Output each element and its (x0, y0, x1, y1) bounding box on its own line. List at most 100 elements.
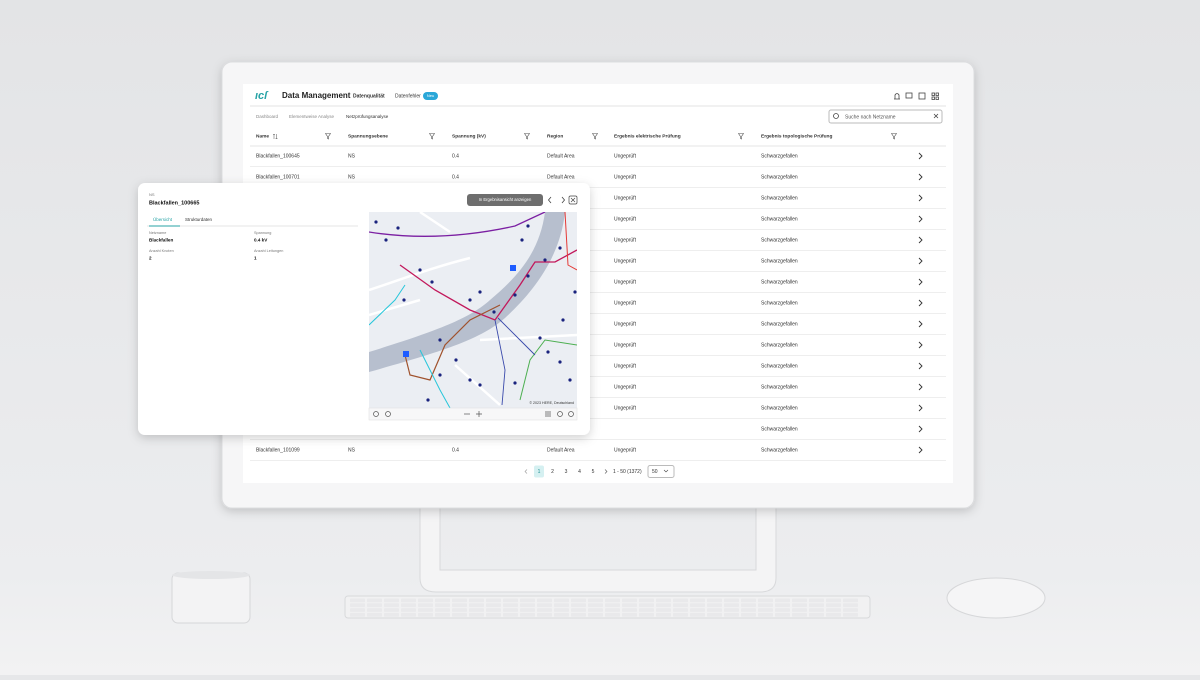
key (486, 612, 501, 617)
cell-topo: Schwarzgefallen (761, 174, 798, 180)
row-chevron[interactable] (918, 425, 923, 433)
cell-name: Blackfallen_101099 (256, 447, 300, 453)
filter-icon[interactable] (324, 133, 332, 140)
column-header[interactable]: Ergebnis topologische Prüfung (761, 133, 832, 139)
line (369, 284, 451, 408)
row-chevron[interactable] (918, 194, 923, 202)
key (758, 612, 773, 617)
row-chevron[interactable] (918, 152, 923, 160)
cell-elec: Ungeprüft (614, 405, 637, 411)
map-node (438, 373, 442, 377)
breadcrumb[interactable]: Netzprüfungsanalyse (346, 114, 389, 119)
fullscreen[interactable] (568, 411, 574, 417)
locate[interactable] (373, 411, 379, 417)
key (350, 598, 365, 603)
line (369, 212, 546, 237)
cell-elec: Ungeprüft (614, 279, 637, 285)
key (622, 612, 637, 617)
row-chevron[interactable] (918, 278, 923, 286)
doc-icon[interactable] (918, 92, 926, 100)
cell-elec: Ungeprüft (614, 363, 637, 369)
river (369, 212, 565, 372)
search-box[interactable] (828, 109, 943, 124)
row-chevron[interactable] (918, 215, 923, 223)
zoom-in[interactable] (476, 411, 482, 417)
column-header[interactable]: Spannung (kV) (452, 133, 486, 139)
breadcrumb[interactable]: Elementweise Analyse (289, 114, 335, 119)
mouse (946, 577, 1046, 619)
cell-level: NS (348, 447, 356, 453)
row-chevron[interactable] (918, 404, 923, 412)
prev-next[interactable] (547, 196, 566, 204)
field-value: 1 (254, 256, 257, 261)
target[interactable] (385, 411, 391, 417)
nav-item[interactable]: Datenfehler (395, 93, 421, 99)
sort-icon[interactable] (272, 133, 278, 140)
settings[interactable] (557, 411, 563, 417)
row-chevron[interactable] (918, 341, 923, 349)
column-header[interactable]: Ergebnis elektrische Prüfung (614, 133, 681, 139)
filter-icon[interactable] (737, 133, 745, 140)
mail-icon[interactable] (905, 92, 913, 99)
station (403, 351, 409, 357)
row-chevron[interactable] (918, 320, 923, 328)
key (469, 612, 484, 617)
key (367, 612, 382, 617)
app-title: Data Management (282, 91, 351, 100)
filter-icon[interactable] (428, 133, 436, 140)
row-chevron[interactable] (918, 383, 923, 391)
key (452, 608, 467, 612)
row-chevron[interactable] (918, 173, 923, 181)
key (486, 598, 501, 603)
page-number[interactable]: 1 (538, 469, 541, 475)
line (494, 317, 536, 406)
map-controls (373, 411, 574, 417)
grid-icon[interactable] (931, 92, 935, 96)
breadcrumb[interactable]: Dashboard (256, 114, 279, 119)
field-value: 0.4 kV (254, 238, 268, 243)
layers[interactable] (545, 411, 551, 417)
prev-page[interactable] (524, 469, 528, 474)
filter-icon[interactable] (523, 133, 531, 140)
filter-icon[interactable] (890, 133, 898, 140)
close-icon (570, 197, 576, 203)
row-chevron[interactable] (918, 362, 923, 370)
nav-item[interactable]: Datenqualität (353, 93, 385, 99)
cell-region: Default Area (547, 153, 575, 159)
key (452, 598, 467, 603)
next-page[interactable] (604, 469, 608, 474)
clear-icon[interactable] (933, 113, 939, 119)
key (707, 598, 722, 603)
cell-topo: Schwarzgefallen (761, 384, 798, 390)
row-chevron[interactable] (918, 446, 923, 454)
map-node (573, 290, 577, 294)
key (571, 608, 586, 612)
key (384, 598, 399, 603)
row-chevron[interactable] (918, 236, 923, 244)
column-header[interactable]: Name (256, 133, 269, 139)
page-size-select[interactable] (647, 465, 675, 478)
page-range: 1 - 50 (1372) (613, 469, 642, 475)
column-header[interactable]: Region (547, 133, 563, 139)
cell-topo: Schwarzgefallen (761, 321, 798, 327)
bell-icon[interactable] (894, 93, 900, 100)
page-number[interactable]: 2 (551, 469, 554, 475)
key (503, 608, 518, 612)
page-number[interactable]: 5 (592, 469, 595, 475)
page-number[interactable]: 4 (578, 469, 581, 475)
tab[interactable]: Strukturdaten (185, 217, 213, 222)
filter-icon[interactable] (591, 133, 599, 140)
key (809, 603, 824, 608)
key (350, 603, 365, 608)
pagination: 1 2 3 4 5 1 - 50 (1372) 50 (524, 465, 675, 478)
tab[interactable]: Übersicht (153, 216, 173, 222)
key (384, 612, 399, 617)
map-node (396, 226, 400, 230)
close-button[interactable] (568, 195, 578, 205)
cell-topo: Schwarzgefallen (761, 237, 798, 243)
result-button[interactable] (467, 194, 543, 206)
row-chevron[interactable] (918, 299, 923, 307)
page-number[interactable]: 3 (565, 469, 568, 475)
row-chevron[interactable] (918, 257, 923, 265)
column-header[interactable]: Spannungsebene (348, 133, 388, 139)
